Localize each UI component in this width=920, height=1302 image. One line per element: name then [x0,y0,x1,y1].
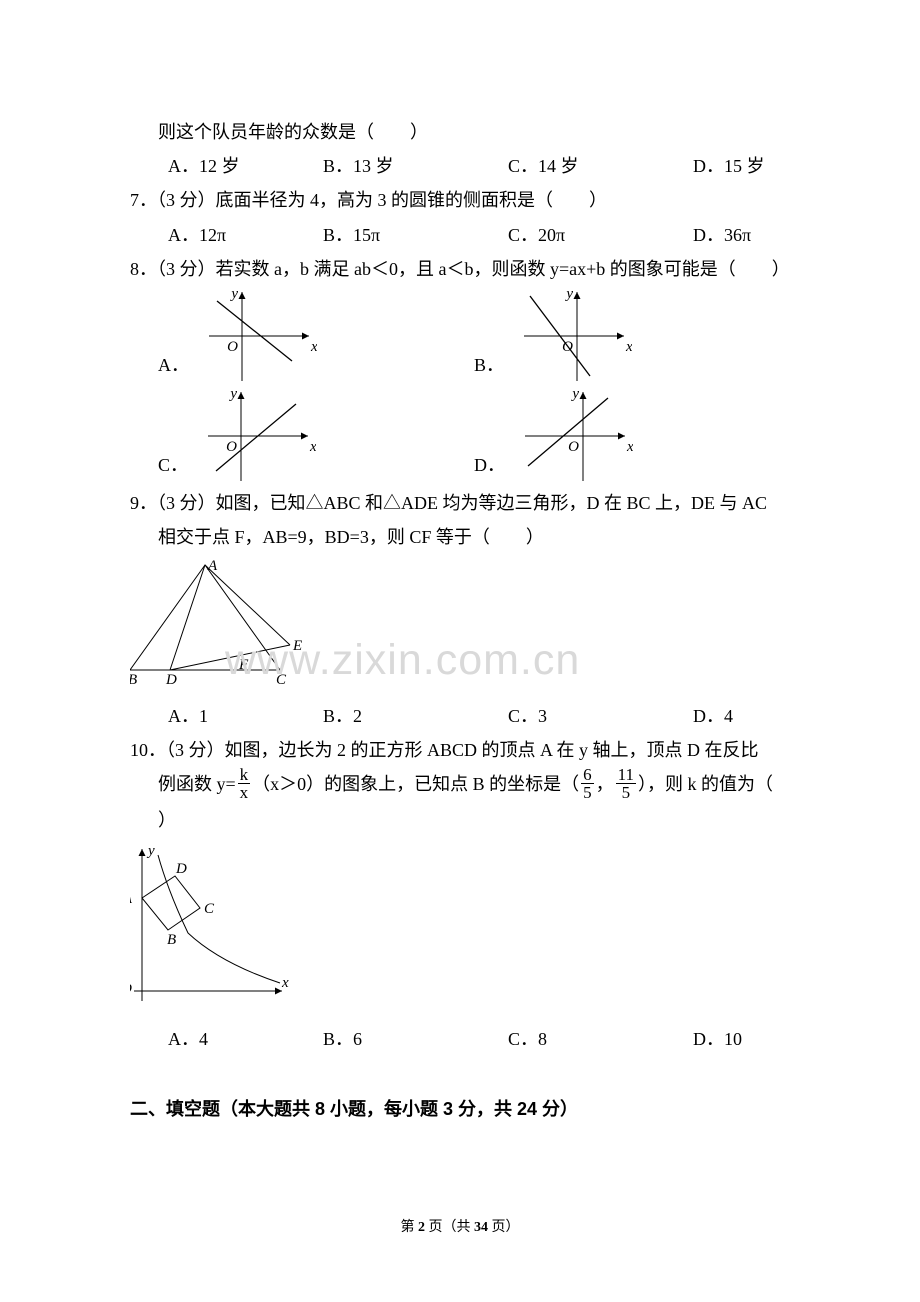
svg-text:O: O [226,439,237,455]
q9-figure: A B C D E F [130,560,790,696]
svg-text:x: x [310,339,317,355]
svg-text:A: A [207,560,218,574]
svg-text:C: C [204,901,215,917]
q6-tail: 则这个队员年龄的众数是（ ） [130,115,790,149]
q8-label-c: C． [158,448,196,486]
svg-text:x: x [626,439,633,455]
frac-den: x [238,784,251,801]
q7-text: 7．（3 分）底面半径为 4，高为 3 的圆锥的侧面积是（ ） [130,183,790,217]
q8-cell-b: B． yxO [474,286,790,386]
svg-text:B: B [167,932,176,948]
svg-text:x: x [281,975,289,991]
q10-svg: y x O A D C B [130,843,290,1008]
q10-text-line1: 10．（3 分）如图，边长为 2 的正方形 ABCD 的顶点 A 在 y 轴上，… [130,733,790,767]
svg-text:F: F [238,657,249,673]
q9-opt-a: A．1 [168,699,323,733]
q8-label-d: D． [474,448,513,486]
q8-graph-b: yxO [512,286,632,386]
footer-post: 页） [488,1220,520,1235]
q7-opt-b: B．15π [323,218,508,252]
svg-text:y: y [229,286,238,302]
q7-options: A．12π B．15π C．20π D．36π [130,218,790,252]
svg-text:O: O [130,981,132,997]
q9-opt-b: B．2 [323,699,508,733]
svg-text:D: D [175,861,187,877]
q9-text-line2: 相交于点 F，AB=9，BD=3，则 CF 等于（ ） [130,520,790,554]
footer-total: 34 [474,1220,488,1235]
q10-pre: 例函数 y= [158,774,236,794]
q8-label-b: B． [474,348,512,386]
q10-opt-a: A．4 [168,1022,323,1056]
q10-text-line2: 例函数 y=kx（x＞0）的图象上，已知点 B 的坐标是（65，115），则 k… [130,767,790,803]
q9-opt-c: C．3 [508,699,693,733]
svg-text:y: y [570,386,579,402]
q8-row1: A． y x O B． y x O [130,286,790,386]
frac-num: 6 [581,766,594,784]
q9-options: A．1 B．2 C．3 D．4 [130,699,790,733]
frac-num: 11 [616,766,636,784]
q9-text-line1: 9．（3 分）如图，已知△ABC 和△ADE 均为等边三角形，D 在 BC 上，… [130,486,790,520]
page-footer: 第 2 页（共 34 页） [0,1215,920,1242]
q10-frac-65: 65 [581,766,594,801]
frac-num: k [238,766,251,784]
frac-den: 5 [616,784,636,801]
svg-text:B: B [130,672,137,685]
section-2-title: 二、填空题（本大题共 8 小题，每小题 3 分，共 24 分） [130,1092,790,1126]
svg-text:y: y [146,843,155,859]
footer-mid: 页（共 [425,1220,474,1235]
q8-cell-c: C． y x O [158,386,474,486]
frac-den: 5 [581,784,594,801]
q6-opt-b: B．13 岁 [323,149,508,183]
svg-text:O: O [227,339,238,355]
q6-options: A．12 岁 B．13 岁 C．14 岁 D．15 岁 [130,149,790,183]
q6-opt-c: C．14 岁 [508,149,693,183]
svg-text:y: y [564,286,573,302]
q10-options: A．4 B．6 C．8 D．10 [130,1022,790,1056]
q9-svg: A B C D E F [130,560,305,685]
q10-opt-c: C．8 [508,1022,693,1056]
svg-text:x: x [309,439,316,455]
q8-graph-d: y x O [513,386,633,486]
svg-text:D: D [165,672,177,685]
q10-post: ），则 k 的值为（ [638,774,773,794]
svg-text:y: y [228,386,237,402]
svg-text:O: O [568,439,579,455]
q10-frac-115: 115 [616,766,636,801]
q10-text-line3: ） [130,803,790,837]
footer-pre: 第 [401,1220,419,1235]
q10-frac-kx: kx [238,766,251,801]
q10-mid: （x＞0）的图象上，已知点 B 的坐标是（ [252,774,579,794]
q7-opt-d: D．36π [693,218,751,252]
q7-opt-c: C．20π [508,218,693,252]
q9-opt-d: D．4 [693,699,733,733]
page: www.zixin.com.cn 则这个队员年龄的众数是（ ） A．12 岁 B… [0,0,920,1302]
svg-text:A: A [130,891,133,907]
q10-opt-b: B．6 [323,1022,508,1056]
svg-text:E: E [292,638,302,654]
q8-cell-d: D． y x O [474,386,790,486]
q8-graph-c: y x O [196,386,316,486]
q7-opt-a: A．12π [168,218,323,252]
q10-figure: y x O A D C B [130,843,790,1019]
footer-page: 2 [418,1220,425,1235]
svg-text:C: C [276,672,287,685]
svg-text:x: x [625,339,632,355]
q8-text: 8．（3 分）若实数 a，b 满足 ab＜0，且 a＜b，则函数 y=ax+b … [130,252,790,286]
q6-opt-a: A．12 岁 [168,149,323,183]
q6-opt-d: D．15 岁 [693,149,765,183]
q10-comma: ， [596,774,614,794]
q8-row2: C． y x O D． y x O [130,386,790,486]
q8-graph-a: y x O [197,286,317,386]
q8-cell-a: A． y x O [158,286,474,386]
q10-opt-d: D．10 [693,1022,742,1056]
q8-label-a: A． [158,348,197,386]
